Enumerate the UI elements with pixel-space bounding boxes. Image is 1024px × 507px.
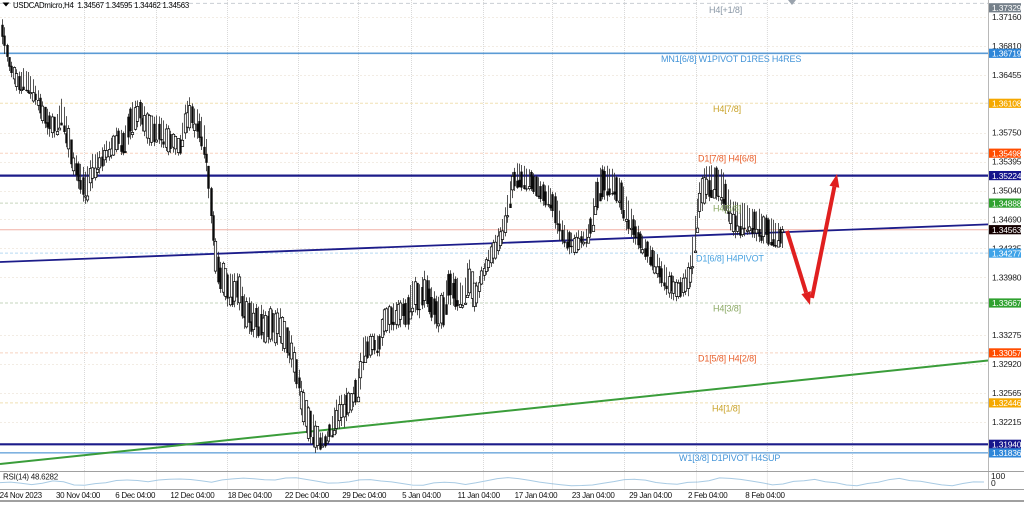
svg-text:1.36810: 1.36810 — [992, 41, 1022, 51]
svg-text:RSI(14) 48.6282: RSI(14) 48.6282 — [3, 473, 59, 482]
svg-text:1.35224: 1.35224 — [992, 171, 1022, 181]
svg-text:1.35395: 1.35395 — [992, 157, 1022, 167]
svg-text:1.36455: 1.36455 — [992, 70, 1022, 80]
svg-text:H4[5/8]: H4[5/8] — [713, 204, 741, 214]
svg-text:29 Dec 04:00: 29 Dec 04:00 — [342, 491, 387, 500]
svg-text:1.36719: 1.36719 — [992, 49, 1022, 59]
svg-text:1.31940: 1.31940 — [992, 440, 1022, 450]
svg-text:1.32215: 1.32215 — [992, 417, 1022, 427]
svg-text:H4[3/8]: H4[3/8] — [713, 304, 741, 314]
svg-text:USDCADmicro,H4 1.34567 1.3459: USDCADmicro,H4 1.34567 1.34595 1.34462 1… — [13, 1, 189, 10]
svg-text:1.32446: 1.32446 — [992, 398, 1022, 408]
svg-text:11 Jan 04:00: 11 Jan 04:00 — [458, 491, 501, 500]
svg-text:H4[7/8]: H4[7/8] — [713, 104, 741, 114]
svg-text:0: 0 — [991, 478, 996, 488]
svg-text:30 Nov 04:00: 30 Nov 04:00 — [56, 491, 101, 500]
svg-text:1.32920: 1.32920 — [992, 359, 1022, 369]
svg-text:1.31836: 1.31836 — [992, 448, 1022, 458]
svg-text:8 Feb 04:00: 8 Feb 04:00 — [745, 491, 785, 500]
svg-text:D1[6/8] H4PIVOT: D1[6/8] H4PIVOT — [696, 254, 764, 264]
svg-text:1.34690: 1.34690 — [992, 214, 1022, 224]
svg-text:1.33667: 1.33667 — [992, 298, 1022, 308]
svg-text:22 Dec 04:00: 22 Dec 04:00 — [285, 491, 330, 500]
svg-text:1.33980: 1.33980 — [992, 272, 1022, 282]
svg-text:D1[5/8] H4[2/8]: D1[5/8] H4[2/8] — [698, 353, 756, 363]
svg-text:1.34277: 1.34277 — [992, 248, 1022, 258]
svg-text:W1[3/8] D1PIVOT H4SUP: W1[3/8] D1PIVOT H4SUP — [679, 453, 780, 463]
svg-text:23 Jan 04:00: 23 Jan 04:00 — [572, 491, 616, 500]
svg-text:18 Dec 04:00: 18 Dec 04:00 — [228, 491, 273, 500]
svg-text:1.34888: 1.34888 — [992, 198, 1022, 208]
svg-text:1.37160: 1.37160 — [992, 12, 1022, 22]
svg-text:H4[1/8]: H4[1/8] — [712, 403, 740, 413]
svg-text:6 Dec 04:00: 6 Dec 04:00 — [115, 491, 156, 500]
svg-text:1.34563: 1.34563 — [992, 225, 1022, 235]
svg-text:1.35498: 1.35498 — [992, 148, 1022, 158]
svg-text:1.32565: 1.32565 — [992, 388, 1022, 398]
svg-text:100: 100 — [991, 471, 1005, 481]
svg-text:17 Jan 04:00: 17 Jan 04:00 — [515, 491, 559, 500]
svg-text:2 Feb 04:00: 2 Feb 04:00 — [688, 491, 728, 500]
svg-text:1.36108: 1.36108 — [992, 99, 1022, 109]
svg-text:1.37329: 1.37329 — [992, 3, 1022, 13]
svg-text:12 Dec 04:00: 12 Dec 04:00 — [170, 491, 215, 500]
svg-text:29 Jan 04:00: 29 Jan 04:00 — [629, 491, 673, 500]
svg-text:5 Jan 04:00: 5 Jan 04:00 — [402, 491, 441, 500]
svg-text:H4[+1/8]: H4[+1/8] — [709, 5, 742, 15]
svg-text:1.33057: 1.33057 — [992, 348, 1022, 358]
svg-text:MN1[6/8] W1PIVOT D1RES H4RES: MN1[6/8] W1PIVOT D1RES H4RES — [661, 54, 801, 64]
svg-text:1.35750: 1.35750 — [992, 128, 1022, 138]
svg-text:1.33275: 1.33275 — [992, 330, 1022, 340]
svg-text:1.34335: 1.34335 — [992, 243, 1022, 253]
svg-text:24 Nov 2023: 24 Nov 2023 — [0, 491, 43, 500]
svg-text:D1[7/8] H4[6/8]: D1[7/8] H4[6/8] — [698, 154, 756, 164]
svg-text:1.35040: 1.35040 — [992, 186, 1022, 196]
